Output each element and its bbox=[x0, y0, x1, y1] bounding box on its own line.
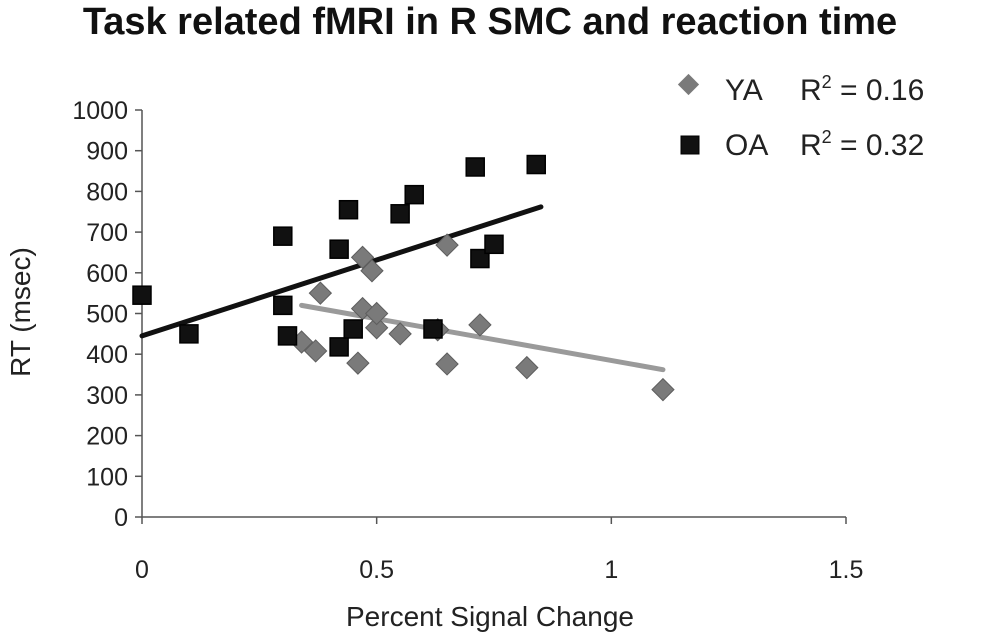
point-oa bbox=[423, 319, 443, 339]
y-tick-label: 200 bbox=[86, 423, 128, 451]
trendline-oa bbox=[139, 204, 544, 339]
point-oa bbox=[273, 226, 293, 246]
plot-area bbox=[141, 110, 846, 518]
x-axis-ticks: 0 0.5 1 1.5 bbox=[135, 517, 863, 584]
point-oa bbox=[404, 184, 424, 205]
legend-r2-oa: R2 = 0.32 bbox=[800, 127, 924, 162]
point-ya bbox=[346, 351, 370, 375]
point-ya bbox=[388, 322, 412, 346]
point-ya bbox=[360, 259, 384, 283]
y-tick-label: 700 bbox=[86, 219, 128, 247]
point-oa bbox=[338, 199, 359, 220]
data-points bbox=[132, 154, 675, 402]
point-ya bbox=[435, 352, 459, 376]
point-oa bbox=[390, 204, 410, 224]
point-oa bbox=[329, 337, 349, 357]
y-axis-label: RT (msec) bbox=[5, 247, 36, 377]
point-oa bbox=[526, 154, 546, 175]
point-ya bbox=[364, 301, 389, 326]
y-tick-label: 1000 bbox=[72, 97, 128, 125]
legend-label-oa: OA bbox=[725, 129, 768, 162]
point-oa bbox=[277, 326, 298, 346]
point-ya bbox=[435, 233, 459, 257]
x-axis-label: Percent Signal Change bbox=[346, 601, 634, 632]
y-tick-label: 100 bbox=[86, 463, 128, 491]
y-tick-label: 0 bbox=[114, 504, 128, 532]
point-ya bbox=[308, 281, 333, 305]
y-tick-label: 500 bbox=[86, 301, 128, 329]
point-oa bbox=[329, 239, 349, 259]
legend-marker-oa bbox=[680, 135, 700, 155]
legend-entry-ya: YA R2 = 0.16 bbox=[677, 72, 924, 107]
point-oa bbox=[179, 324, 199, 344]
point-oa bbox=[343, 319, 363, 339]
y-tick-label: 900 bbox=[86, 138, 128, 166]
point-ya bbox=[303, 339, 328, 363]
trendlines bbox=[139, 204, 666, 373]
legend-r2-ya: R2 = 0.16 bbox=[800, 72, 924, 107]
point-ya bbox=[364, 316, 389, 340]
x-tick-label: 0 bbox=[135, 556, 149, 584]
x-tick-label: 1 bbox=[604, 556, 618, 584]
x-tick-label: 0.5 bbox=[359, 556, 394, 584]
y-tick-label: 800 bbox=[86, 178, 128, 206]
y-tick-label: 400 bbox=[86, 341, 128, 369]
point-oa bbox=[465, 157, 485, 177]
legend-marker-ya bbox=[677, 73, 700, 96]
y-tick-label: 300 bbox=[86, 382, 128, 410]
point-oa bbox=[132, 285, 152, 305]
point-ya bbox=[651, 377, 675, 402]
y-axis-ticks: 0 100 200 300 400 500 600 700 800 900 1000 bbox=[72, 97, 142, 532]
legend: YA R2 = 0.16 OA R2 = 0.32 bbox=[677, 72, 924, 162]
legend-entry-oa: OA R2 = 0.32 bbox=[680, 127, 924, 162]
point-ya bbox=[350, 245, 375, 270]
point-oa bbox=[273, 295, 293, 316]
chart-title: Task related fMRI in R SMC and reaction … bbox=[83, 1, 897, 43]
legend-label-ya: YA bbox=[725, 74, 763, 107]
y-tick-label: 600 bbox=[86, 260, 128, 288]
point-ya bbox=[468, 313, 492, 337]
x-tick-label: 1.5 bbox=[829, 556, 864, 584]
point-oa bbox=[484, 234, 504, 255]
point-ya bbox=[515, 355, 539, 380]
